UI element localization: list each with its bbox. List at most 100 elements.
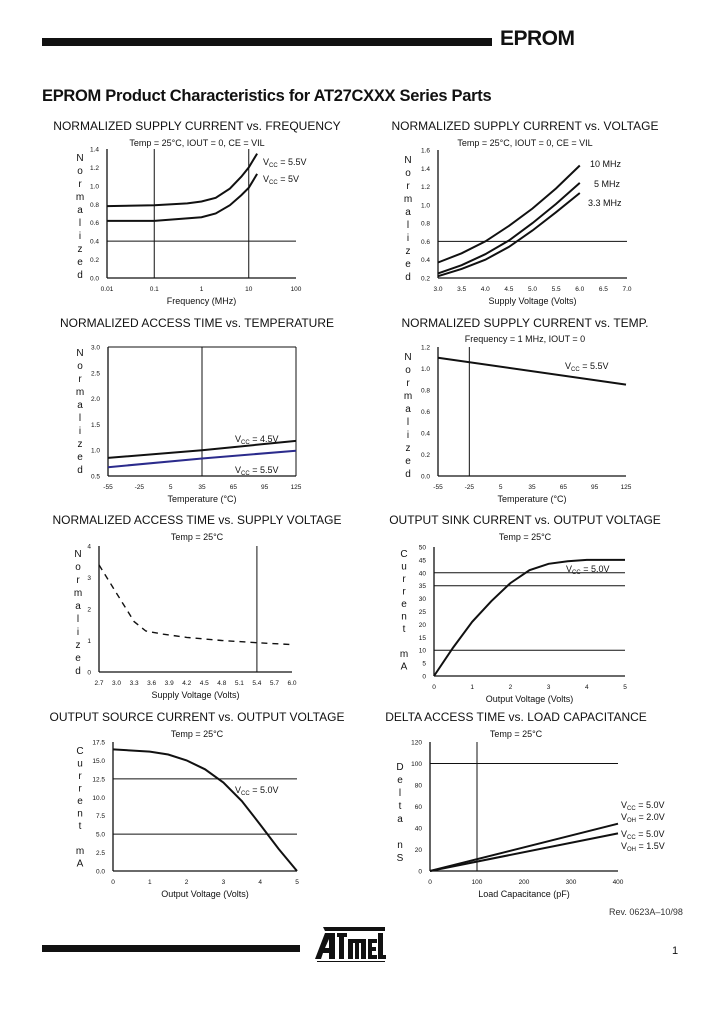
chart-4: NORMALIZED SUPPLY CURRENT vs. TEMP. Frequ… xyxy=(402,316,649,504)
series-line xyxy=(107,449,297,469)
y-tick-label: 1.4 xyxy=(90,147,99,154)
y-tick-label: 7.5 xyxy=(96,813,105,820)
y-tick-label: 0.0 xyxy=(421,474,430,481)
y-axis-label-letter: N xyxy=(76,153,83,164)
y-axis-label-letter: o xyxy=(77,166,83,177)
y-axis-label-letter: a xyxy=(397,814,403,825)
y-axis-label-letter: d xyxy=(77,465,83,476)
x-tick-label: 5 xyxy=(169,484,173,491)
y-tick-label: 0.6 xyxy=(421,239,430,246)
series-label: VCC = 4.5V xyxy=(235,434,278,446)
y-tick-label: 15 xyxy=(419,635,427,642)
y-tick-label: 3.0 xyxy=(91,345,100,352)
y-axis-label-letter: r xyxy=(78,374,82,385)
x-tick-label: 5 xyxy=(499,484,503,491)
y-axis-label-letter: e xyxy=(405,456,411,467)
y-axis-label-letter: m xyxy=(400,649,408,660)
y-axis-label-letter: u xyxy=(401,562,407,573)
x-tick-label: 3.5 xyxy=(457,286,466,293)
chart-title: NORMALIZED SUPPLY CURRENT vs. FREQUENCY xyxy=(53,119,340,133)
x-tick-label: 3 xyxy=(547,684,551,691)
y-tick-label: 80 xyxy=(415,783,423,790)
y-tick-label: 10.0 xyxy=(92,795,105,802)
y-axis-label-letter: C xyxy=(76,746,83,757)
y-tick-label: 0.4 xyxy=(90,239,99,246)
y-axis-label-letter: z xyxy=(406,246,411,257)
y-tick-label: 35 xyxy=(419,583,427,590)
y-tick-label: 0.6 xyxy=(90,220,99,227)
y-axis-label-letter: n xyxy=(77,809,83,820)
chart-title: NORMALIZED SUPPLY CURRENT vs. VOLTAGE xyxy=(392,119,659,133)
y-tick-label: 1 xyxy=(87,638,91,645)
revision-code: Rev. 0623A–10/98 xyxy=(609,907,683,917)
x-axis-label: Temperature (°C) xyxy=(167,494,236,504)
series-line xyxy=(106,153,258,208)
y-axis-label-letter: D xyxy=(396,762,403,773)
chart-6: OUTPUT SINK CURRENT vs. OUTPUT VOLTAGE Te… xyxy=(389,513,661,704)
y-tick-label: 4 xyxy=(87,544,91,551)
y-axis-label-letter: r xyxy=(78,771,82,782)
y-tick-label: 20 xyxy=(419,622,427,629)
y-axis-label-letter: A xyxy=(401,662,408,673)
x-tick-label: 2 xyxy=(185,879,189,886)
y-tick-label: 0.2 xyxy=(421,452,430,459)
x-tick-label: 6.0 xyxy=(575,286,584,293)
x-tick-label: 10 xyxy=(245,286,253,293)
y-axis-label-letter: C xyxy=(400,549,407,560)
y-axis-label-letter: n xyxy=(401,612,407,623)
y-tick-label: 1.2 xyxy=(90,165,99,172)
y-axis-label-letter: l xyxy=(79,413,81,424)
y-tick-label: 0 xyxy=(418,869,422,876)
x-tick-label: 4.5 xyxy=(200,680,209,687)
y-tick-label: 12.5 xyxy=(92,776,105,783)
y-tick-label: 0.6 xyxy=(421,409,430,416)
x-tick-label: 125 xyxy=(621,484,632,491)
y-tick-label: 5 xyxy=(422,661,426,668)
y-axis-label-letter: i xyxy=(407,233,409,244)
y-tick-label: 0.8 xyxy=(90,202,99,209)
chart-1: NORMALIZED SUPPLY CURRENT vs. FREQUENCY T… xyxy=(53,119,340,306)
x-tick-label: 0.01 xyxy=(101,286,114,293)
y-axis-label-letter: u xyxy=(77,759,83,770)
y-axis-label-letter: l xyxy=(79,218,81,229)
chart-subtitle: Temp = 25°C xyxy=(171,532,224,542)
y-axis-label-letter: m xyxy=(404,194,412,205)
chart-subtitle: Temp = 25°C xyxy=(499,532,552,542)
y-tick-label: 0.0 xyxy=(96,869,105,876)
y-axis-label-letter: r xyxy=(406,378,410,389)
series-line xyxy=(437,182,581,275)
y-axis-label-letter: z xyxy=(78,439,83,450)
y-axis-label-letter: r xyxy=(78,784,82,795)
x-tick-label: 6.0 xyxy=(287,680,296,687)
chart-8: DELTA ACCESS TIME vs. LOAD CAPACITANCE Te… xyxy=(385,710,665,899)
y-axis-label-letter: i xyxy=(79,426,81,437)
y-axis-label-letter: r xyxy=(402,587,406,598)
x-tick-label: 4.2 xyxy=(182,680,191,687)
y-axis-label-letter: l xyxy=(399,788,401,799)
series-line xyxy=(437,356,627,386)
y-axis-label-letter: a xyxy=(77,400,83,411)
y-axis-label-letter: l xyxy=(407,220,409,231)
series-label: VCC = 5.0V xyxy=(566,564,609,576)
chart-7: OUTPUT SOURCE CURRENT vs. OUTPUT VOLTAGE… xyxy=(50,710,345,899)
x-tick-label: 400 xyxy=(613,879,624,886)
y-axis-label-letter: e xyxy=(77,796,83,807)
y-axis-label-letter: a xyxy=(77,205,83,216)
y-axis-label-letter: m xyxy=(76,192,84,203)
y-tick-label: 15.0 xyxy=(92,758,105,765)
series-label: VOH = 1.5V xyxy=(621,841,665,853)
series-line xyxy=(112,748,298,872)
x-tick-label: 0 xyxy=(432,684,436,691)
y-tick-label: 1.2 xyxy=(421,345,430,352)
y-axis-label-letter: N xyxy=(76,348,83,359)
y-axis-label-letter: m xyxy=(76,387,84,398)
y-tick-label: 2.0 xyxy=(91,396,100,403)
footer-rule xyxy=(42,945,300,952)
x-tick-label: 0.1 xyxy=(150,286,159,293)
series-label: VCC = 5.5V xyxy=(235,465,278,477)
